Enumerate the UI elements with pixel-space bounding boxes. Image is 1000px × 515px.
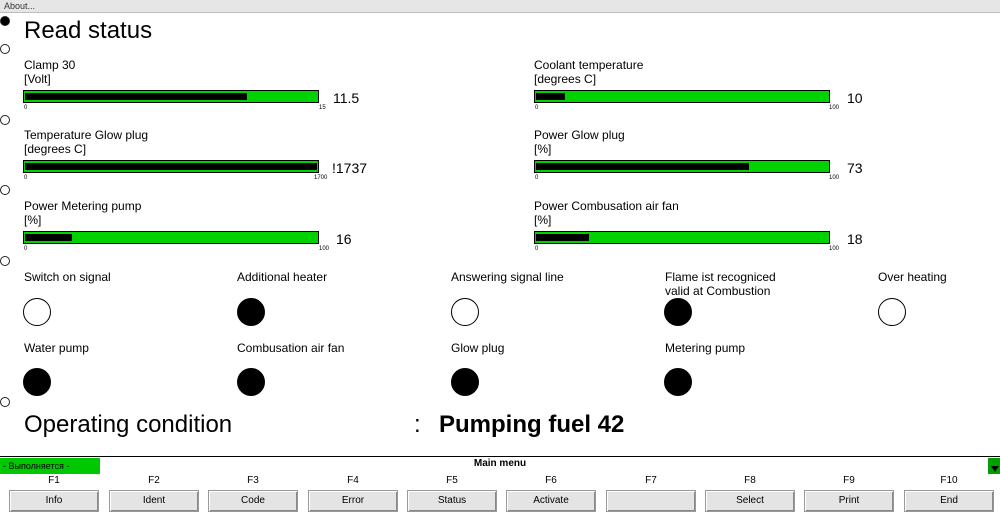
gauge-fill bbox=[25, 163, 317, 170]
gauge-bar bbox=[534, 90, 830, 103]
about-menu-item[interactable]: About... bbox=[4, 1, 36, 11]
gauge-bar bbox=[23, 90, 319, 103]
gauge-value: 11.5 bbox=[333, 90, 360, 106]
fkey-label-f6: F6 bbox=[545, 475, 557, 486]
indicator-label: Glow plug bbox=[451, 341, 505, 355]
status-lamp bbox=[451, 368, 479, 396]
gauge-max: 1700 bbox=[314, 175, 328, 181]
gauge-min: 0 bbox=[535, 105, 539, 111]
gauge-bar bbox=[23, 231, 319, 244]
status-indicator: - Выполняется - bbox=[0, 458, 100, 474]
error-button[interactable]: Error bbox=[308, 490, 398, 512]
gauge-value: 18 bbox=[847, 231, 863, 247]
radio-row-3[interactable] bbox=[0, 185, 10, 195]
gauge-unit: [Volt] bbox=[24, 72, 51, 86]
gauge-unit: [%] bbox=[24, 213, 42, 227]
indicator-label: Water pump bbox=[24, 341, 89, 355]
gauge-fill bbox=[25, 234, 72, 241]
gauge-bar bbox=[534, 160, 830, 173]
gauge-min: 0 bbox=[535, 175, 539, 181]
radio-row-5[interactable] bbox=[0, 397, 10, 407]
radio-row-4[interactable] bbox=[0, 256, 10, 266]
status-lamp bbox=[878, 298, 906, 326]
gauge-fill bbox=[536, 234, 589, 241]
gauge-fill bbox=[536, 163, 749, 170]
gauge-bar bbox=[534, 231, 830, 244]
gauge-label: Temperature Glow plug bbox=[24, 128, 149, 142]
status-lamp bbox=[23, 298, 51, 326]
gauge-value: !1737 bbox=[332, 160, 368, 176]
gauge-label: Power Metering pump bbox=[24, 199, 142, 213]
indicator-label: Switch on signal bbox=[24, 270, 111, 284]
gauge-unit: [%] bbox=[534, 213, 552, 227]
menu-title: Main menu bbox=[473, 458, 527, 469]
status-lamp bbox=[23, 368, 51, 396]
ident-button[interactable]: Ident bbox=[109, 490, 199, 512]
menu-bar: About... bbox=[0, 0, 1000, 13]
gauge-label: Coolant temperature bbox=[534, 58, 644, 72]
f7-button[interactable] bbox=[606, 490, 696, 512]
gauge-max: 15 bbox=[319, 105, 326, 111]
fkey-label-f8: F8 bbox=[744, 475, 756, 486]
gauge-bar bbox=[23, 160, 319, 173]
fkey-label-f2: F2 bbox=[148, 475, 160, 486]
info-button[interactable]: Info bbox=[9, 490, 99, 512]
status-button[interactable]: Status bbox=[407, 490, 497, 512]
gauge-fill bbox=[25, 93, 247, 100]
gauge-unit: [%] bbox=[534, 142, 552, 156]
radio-row-1[interactable] bbox=[0, 44, 10, 54]
gauge-min: 0 bbox=[24, 105, 28, 111]
status-lamp bbox=[664, 298, 692, 326]
code-button[interactable]: Code bbox=[208, 490, 298, 512]
status-lamp bbox=[237, 368, 265, 396]
fkey-label-f5: F5 bbox=[446, 475, 458, 486]
gauge-min: 0 bbox=[535, 246, 539, 252]
indicator-label: Over heating bbox=[878, 270, 947, 284]
operating-condition-separator: : bbox=[414, 411, 421, 438]
page-title: Read status bbox=[24, 17, 153, 44]
indicator-label: Combusation air fan bbox=[237, 341, 345, 355]
indicator-label: Answering signal line bbox=[451, 270, 564, 284]
gauge-value: 16 bbox=[336, 231, 352, 247]
gauge-max: 100 bbox=[829, 175, 840, 181]
status-lamp bbox=[237, 298, 265, 326]
indicator-label: Additional heater bbox=[237, 270, 328, 284]
operating-condition-label: Operating condition bbox=[24, 411, 233, 438]
indicator-label: Metering pump bbox=[665, 341, 746, 355]
gauge-label: Clamp 30 bbox=[24, 58, 76, 72]
indicator-label: Flame ist recogniced valid at Combustion bbox=[665, 270, 776, 298]
gauge-value: 73 bbox=[847, 160, 863, 176]
gauge-unit: [degrees C] bbox=[534, 72, 597, 86]
fkey-label-f9: F9 bbox=[843, 475, 855, 486]
select-button[interactable]: Select bbox=[705, 490, 795, 512]
activate-button[interactable]: Activate bbox=[506, 490, 596, 512]
fkey-label-f10: F10 bbox=[940, 475, 958, 486]
gauge-max: 100 bbox=[319, 246, 330, 252]
gauge-min: 0 bbox=[24, 246, 28, 252]
gauge-max: 100 bbox=[829, 105, 840, 111]
print-button[interactable]: Print bbox=[804, 490, 894, 512]
gauge-value: 10 bbox=[847, 90, 863, 106]
gauge-max: 100 bbox=[829, 246, 840, 252]
gauge-label: Power Glow plug bbox=[534, 128, 625, 142]
radio-row-2[interactable] bbox=[0, 115, 10, 125]
operating-condition-value: Pumping fuel 42 bbox=[439, 411, 625, 438]
fkey-label-f3: F3 bbox=[247, 475, 259, 486]
fkey-label-f7: F7 bbox=[645, 475, 657, 486]
scroll-down-icon[interactable] bbox=[988, 458, 1000, 474]
fkey-label-f1: F1 bbox=[48, 475, 60, 486]
gauge-fill bbox=[536, 93, 565, 100]
radio-read-status[interactable] bbox=[0, 16, 10, 26]
status-lamp bbox=[451, 298, 479, 326]
fkey-label-f4: F4 bbox=[347, 475, 359, 486]
gauge-min: 0 bbox=[24, 175, 28, 181]
gauge-label: Power Combusation air fan bbox=[534, 199, 679, 213]
status-lamp bbox=[664, 368, 692, 396]
gauge-unit: [degrees C] bbox=[24, 142, 87, 156]
end-button[interactable]: End bbox=[904, 490, 994, 512]
